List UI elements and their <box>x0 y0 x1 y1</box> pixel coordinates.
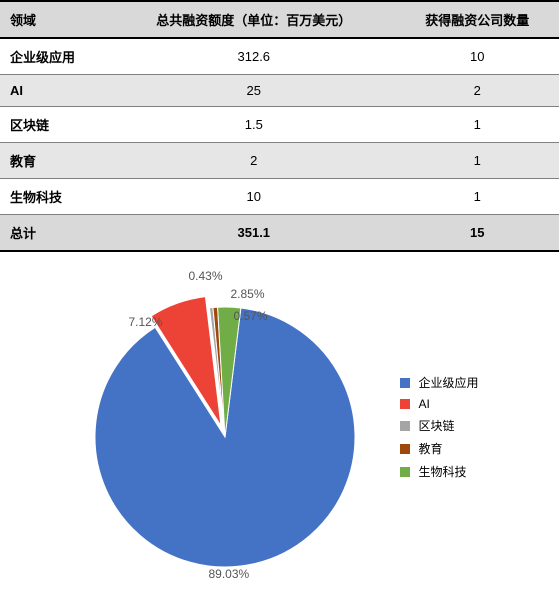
legend-label: 区块链 <box>418 417 454 434</box>
table-cell: 25 <box>112 75 395 107</box>
table-cell: 15 <box>396 215 559 252</box>
legend-swatch <box>400 421 410 431</box>
table-cell: 10 <box>396 38 559 75</box>
pie-legend: 企业级应用 AI 区块链教育生物科技 <box>400 368 478 486</box>
table-cell: 2 <box>396 75 559 107</box>
table-row: 总计351.115 <box>0 215 559 252</box>
pie-pct-label: 0.43% <box>188 269 222 283</box>
table-row: 教育21 <box>0 143 559 179</box>
pie-pct-label: 7.12% <box>128 315 162 329</box>
table-cell: 企业级应用 <box>0 38 112 75</box>
pie-wrap: 89.03% 7.12% 0.43% 0.57% 2.85% <box>80 267 370 587</box>
funding-table: 领域 总共融资额度（单位：百万美元） 获得融资公司数量 企业级应用312.610… <box>0 0 559 252</box>
table-cell: 1 <box>396 179 559 215</box>
pie-chart-area: 89.03% 7.12% 0.43% 0.57% 2.85% 企业级应用 AI 区块链教育生… <box>0 252 559 607</box>
table-row: 生物科技101 <box>0 179 559 215</box>
legend-item: 企业级应用 <box>400 374 478 391</box>
table-cell: 351.1 <box>112 215 395 252</box>
pie-pct-label: 89.03% <box>208 567 249 581</box>
legend-item: 生物科技 <box>400 463 478 480</box>
legend-label: 生物科技 <box>418 463 466 480</box>
table-cell: 10 <box>112 179 395 215</box>
col-header-amount: 总共融资额度（单位：百万美元） <box>112 1 395 38</box>
table-cell: 1 <box>396 143 559 179</box>
table-cell: 2 <box>112 143 395 179</box>
col-header-domain: 领域 <box>0 1 112 38</box>
table-cell: 1.5 <box>112 107 395 143</box>
legend-swatch <box>400 467 410 477</box>
table-row: AI252 <box>0 75 559 107</box>
table-body: 企业级应用312.610AI252区块链1.51教育21生物科技101总计351… <box>0 38 559 251</box>
table-row: 区块链1.51 <box>0 107 559 143</box>
table-row: 企业级应用312.610 <box>0 38 559 75</box>
legend-swatch <box>400 444 410 454</box>
col-header-count: 获得融资公司数量 <box>396 1 559 38</box>
pie-svg <box>80 267 370 587</box>
table-cell: 区块链 <box>0 107 112 143</box>
table-cell: 教育 <box>0 143 112 179</box>
table-cell: 总计 <box>0 215 112 252</box>
legend-swatch <box>400 399 410 409</box>
pie-pct-label: 2.85% <box>230 287 264 301</box>
legend-label: 企业级应用 <box>418 374 478 391</box>
table-cell: AI <box>0 75 112 107</box>
table-cell: 1 <box>396 107 559 143</box>
legend-label: 教育 <box>418 440 442 457</box>
legend-swatch <box>400 378 410 388</box>
pie-pct-label: 0.57% <box>233 309 267 323</box>
legend-label: AI <box>418 397 429 411</box>
legend-item: 区块链 <box>400 417 478 434</box>
table-cell: 生物科技 <box>0 179 112 215</box>
legend-item: 教育 <box>400 440 478 457</box>
legend-item: AI <box>400 397 478 411</box>
table-cell: 312.6 <box>112 38 395 75</box>
